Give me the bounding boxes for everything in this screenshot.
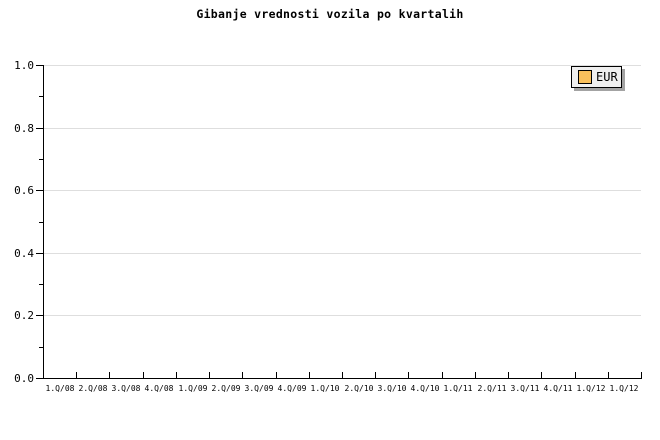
x-tick-label: 1.Q/12 bbox=[609, 384, 639, 393]
x-tick bbox=[541, 372, 542, 378]
x-tick bbox=[375, 372, 376, 378]
y-minor-tick bbox=[39, 96, 43, 97]
x-tick-label: 1.Q/09 bbox=[178, 384, 208, 393]
gridline bbox=[43, 190, 641, 191]
x-tick-label: 1.Q/10 bbox=[310, 384, 340, 393]
x-tick bbox=[242, 372, 243, 378]
gridline bbox=[43, 315, 641, 316]
x-tick bbox=[475, 372, 476, 378]
y-minor-tick bbox=[39, 284, 43, 285]
x-tick-label: 3.Q/09 bbox=[244, 384, 274, 393]
x-tick bbox=[276, 372, 277, 378]
x-tick-label: 4.Q/08 bbox=[144, 384, 174, 393]
x-tick bbox=[641, 372, 642, 378]
y-axis-line bbox=[43, 65, 44, 379]
x-tick-label: 3.Q/08 bbox=[111, 384, 141, 393]
y-major-tick bbox=[36, 65, 43, 66]
legend-label-eur: EUR bbox=[596, 70, 618, 84]
x-tick bbox=[575, 372, 576, 378]
x-axis-line bbox=[43, 378, 642, 379]
y-tick-label: 0.0 bbox=[14, 372, 34, 385]
x-tick-label: 2.Q/09 bbox=[211, 384, 241, 393]
y-tick-label: 0.8 bbox=[14, 122, 34, 135]
x-tick-label: 2.Q/11 bbox=[477, 384, 507, 393]
y-tick-label: 0.6 bbox=[14, 184, 34, 197]
x-tick bbox=[76, 372, 77, 378]
y-tick-label: 1.0 bbox=[14, 59, 34, 72]
gridline bbox=[43, 253, 641, 254]
x-tick bbox=[608, 372, 609, 378]
y-major-tick bbox=[36, 378, 43, 379]
gridline bbox=[43, 65, 641, 66]
x-tick-label: 2.Q/10 bbox=[344, 384, 374, 393]
x-tick bbox=[342, 372, 343, 378]
y-major-tick bbox=[36, 128, 43, 129]
chart-title: Gibanje vrednosti vozila po kvartalih bbox=[196, 7, 464, 21]
x-tick bbox=[176, 372, 177, 378]
y-major-tick bbox=[36, 253, 43, 254]
x-tick-label: 2.Q/08 bbox=[78, 384, 108, 393]
x-tick-label: 4.Q/10 bbox=[410, 384, 440, 393]
x-tick bbox=[508, 372, 509, 378]
x-tick bbox=[143, 372, 144, 378]
x-tick-label: 3.Q/11 bbox=[510, 384, 540, 393]
x-tick-label: 4.Q/09 bbox=[277, 384, 307, 393]
x-tick-label: 3.Q/10 bbox=[377, 384, 407, 393]
y-tick-label: 0.2 bbox=[14, 309, 34, 322]
y-minor-tick bbox=[39, 222, 43, 223]
x-tick bbox=[209, 372, 210, 378]
legend-swatch-eur-icon bbox=[578, 70, 592, 84]
x-tick-label: 1.Q/12 bbox=[576, 384, 606, 393]
y-minor-tick bbox=[39, 159, 43, 160]
gridline bbox=[43, 128, 641, 129]
x-tick bbox=[442, 372, 443, 378]
x-tick-label: 1.Q/08 bbox=[45, 384, 75, 393]
x-tick bbox=[408, 372, 409, 378]
y-minor-tick bbox=[39, 347, 43, 348]
x-tick bbox=[109, 372, 110, 378]
legend: EUR bbox=[571, 66, 622, 88]
x-tick-label: 1.Q/11 bbox=[443, 384, 473, 393]
y-major-tick bbox=[36, 190, 43, 191]
y-tick-label: 0.4 bbox=[14, 247, 34, 260]
x-tick-label: 4.Q/11 bbox=[543, 384, 573, 393]
x-tick bbox=[309, 372, 310, 378]
y-major-tick bbox=[36, 315, 43, 316]
